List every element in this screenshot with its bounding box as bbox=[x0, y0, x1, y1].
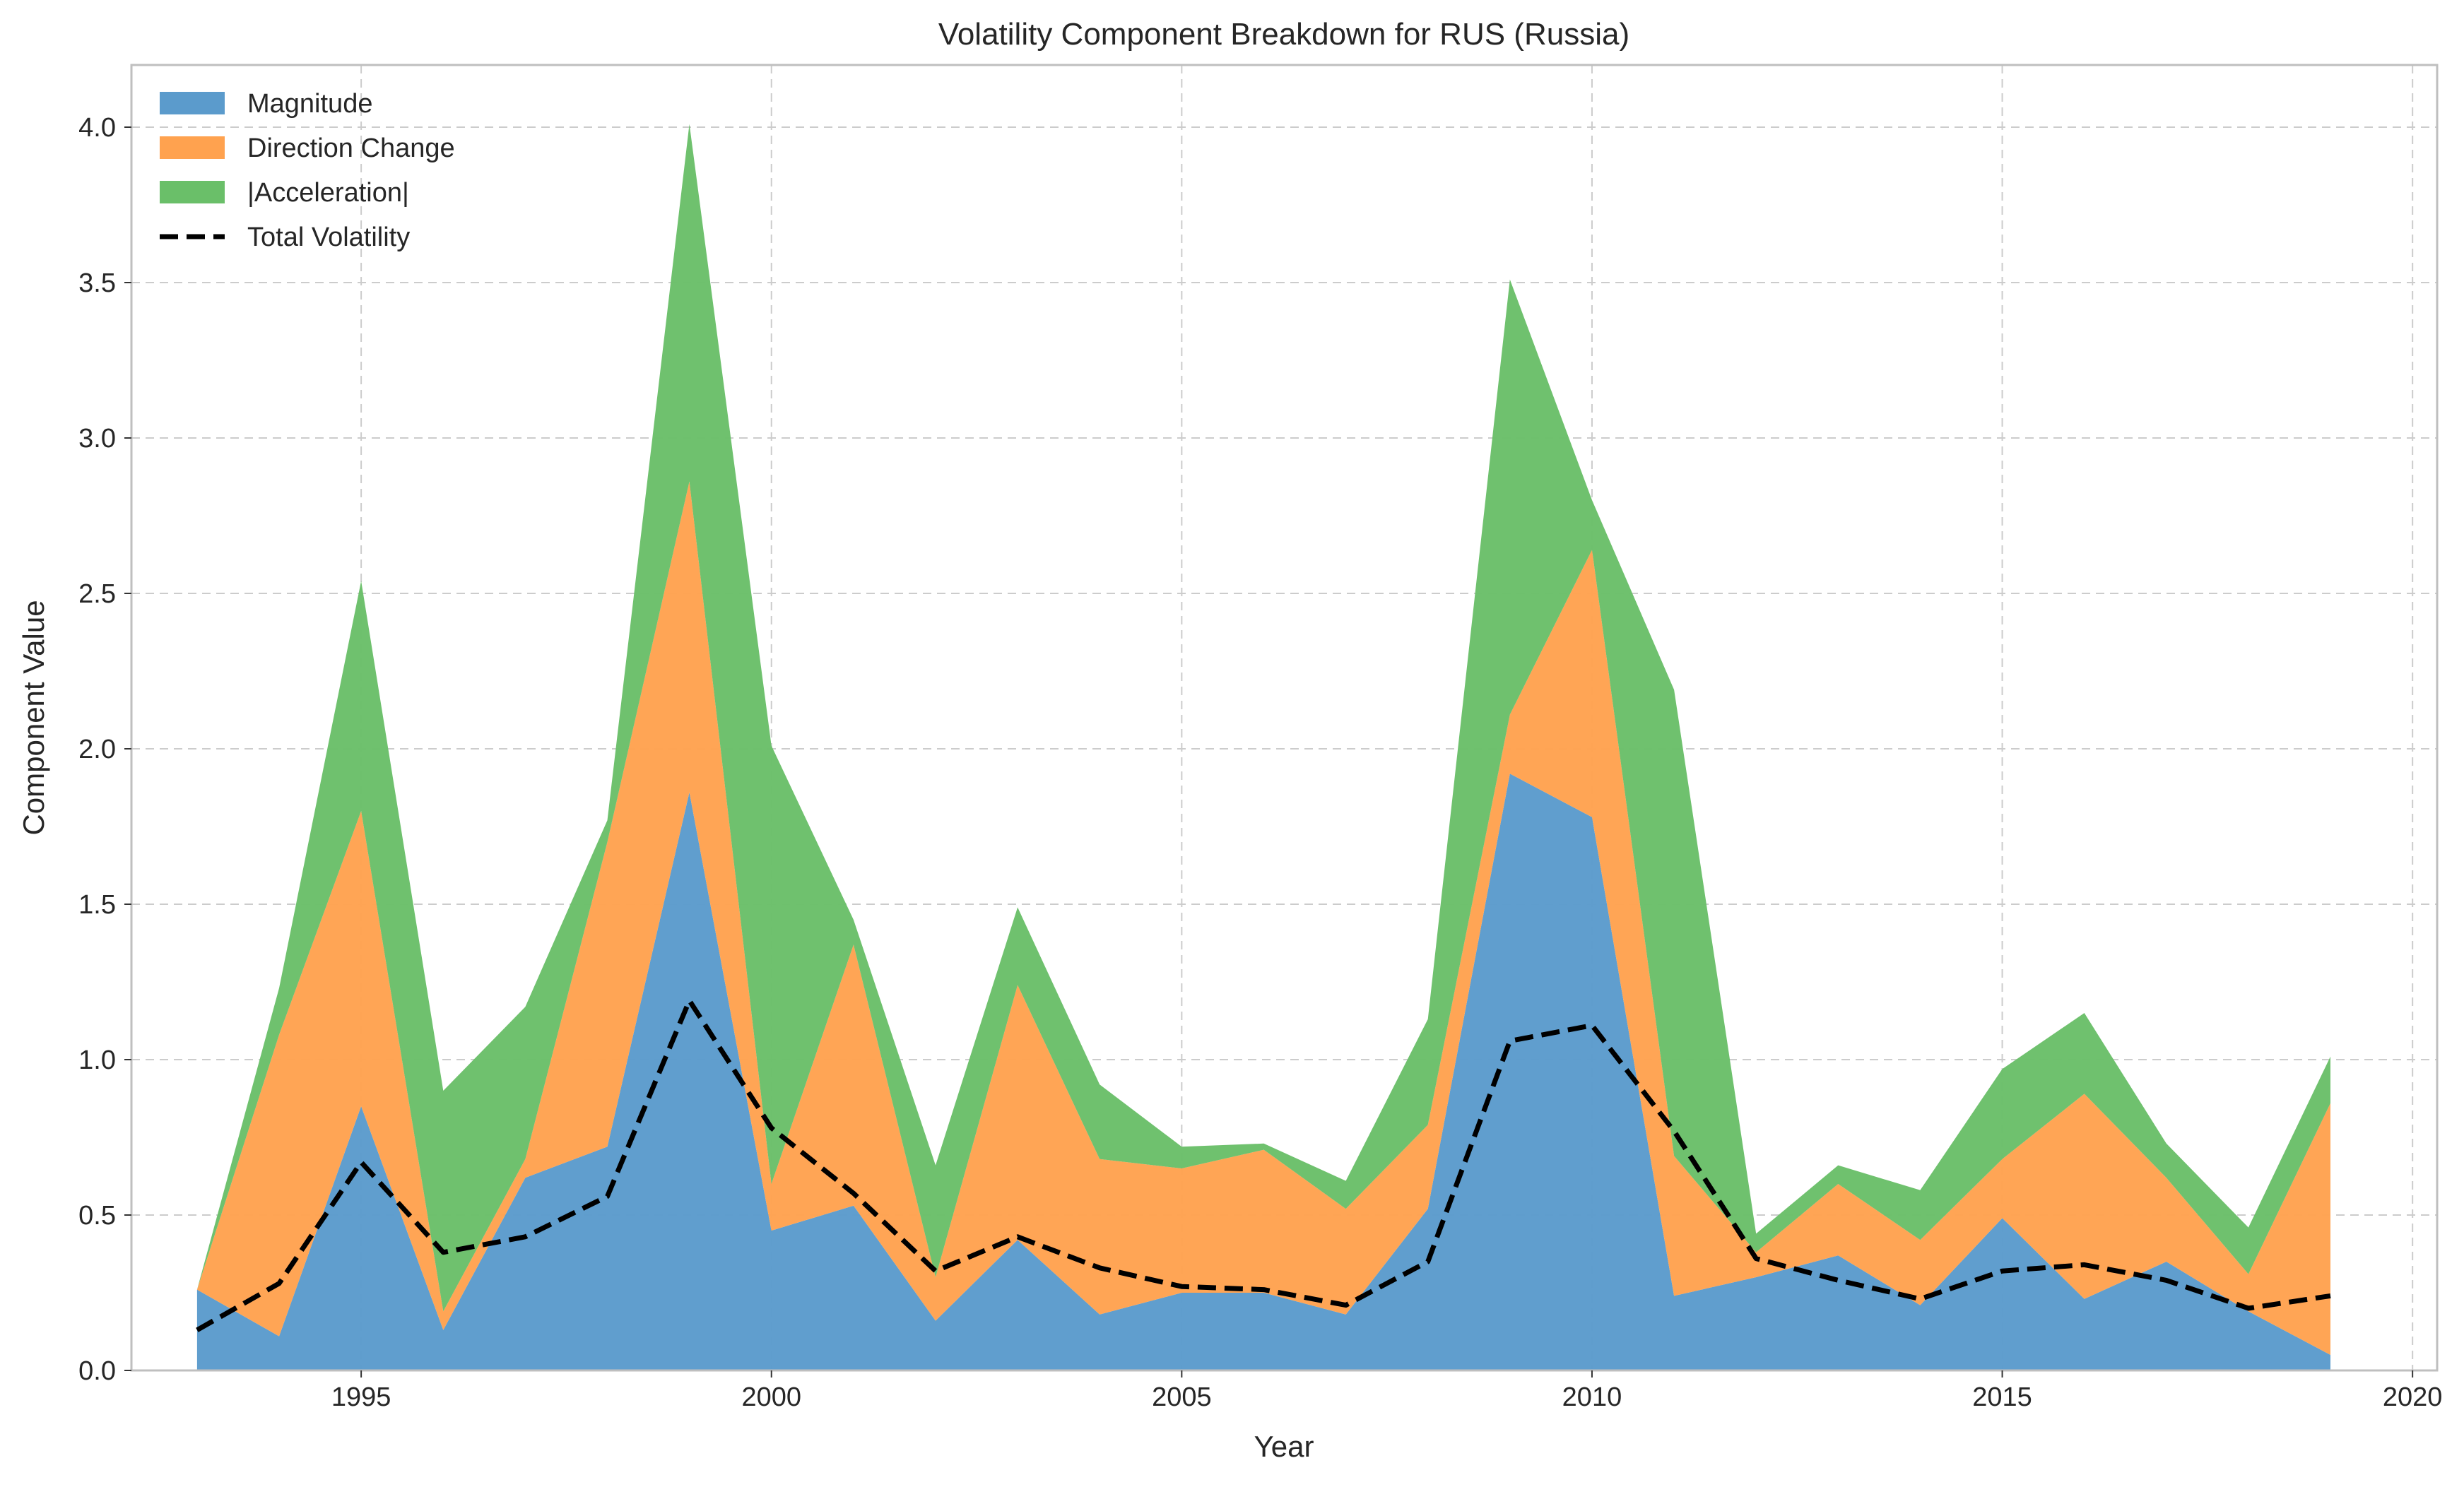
y-tick-label: 2.5 bbox=[78, 579, 116, 609]
area-series-3 bbox=[196, 124, 2331, 1312]
x-tick-label: 2010 bbox=[1562, 1382, 1622, 1412]
y-axis-ticks: 0.0 0.5 1.0 1.5 2.0 2.5 3.0 3.5 4.0 bbox=[78, 113, 131, 1386]
legend-label-total: Total Volatility bbox=[247, 223, 410, 252]
x-tick-label: 2005 bbox=[1152, 1382, 1212, 1412]
x-tick-label: 2000 bbox=[741, 1382, 801, 1412]
y-tick-label: 0.0 bbox=[78, 1356, 116, 1386]
area-series-1 bbox=[196, 774, 2331, 1370]
legend-swatch-3 bbox=[160, 181, 225, 203]
y-tick-label: 4.0 bbox=[78, 113, 116, 143]
legend-swatch-2 bbox=[160, 136, 225, 159]
x-axis-ticks: 1995 2000 2005 2010 2015 2020 bbox=[331, 1370, 2443, 1412]
y-axis-label: Component Value bbox=[17, 600, 50, 835]
x-tick-label: 1995 bbox=[331, 1382, 391, 1412]
y-tick-label: 1.0 bbox=[78, 1045, 116, 1075]
area-layer bbox=[196, 124, 2331, 1370]
legend-label-3: |Acceleration| bbox=[247, 178, 409, 208]
y-tick-label: 3.0 bbox=[78, 424, 116, 454]
y-tick-label: 0.5 bbox=[78, 1201, 116, 1231]
line-layer bbox=[196, 997, 2331, 1332]
y-tick-label: 3.5 bbox=[78, 268, 116, 298]
legend: Magnitude Direction Change |Acceleration| T… bbox=[160, 89, 455, 252]
legend-swatch-1 bbox=[160, 92, 225, 114]
y-tick-label: 1.5 bbox=[78, 890, 116, 920]
plot-frame bbox=[130, 64, 2439, 1372]
y-tick-label: 2.0 bbox=[78, 735, 116, 764]
chart-title: Volatility Component Breakdown for RUS (… bbox=[938, 17, 1629, 52]
legend-label-1: Magnitude bbox=[247, 89, 372, 119]
x-tick-label: 2020 bbox=[2383, 1382, 2443, 1412]
area-series-2 bbox=[196, 481, 2331, 1355]
legend-label-2: Direction Change bbox=[247, 134, 455, 163]
x-axis-label: Year bbox=[1254, 1430, 1314, 1463]
x-tick-label: 2015 bbox=[1972, 1382, 2032, 1412]
total-volatility-line bbox=[196, 997, 2331, 1332]
